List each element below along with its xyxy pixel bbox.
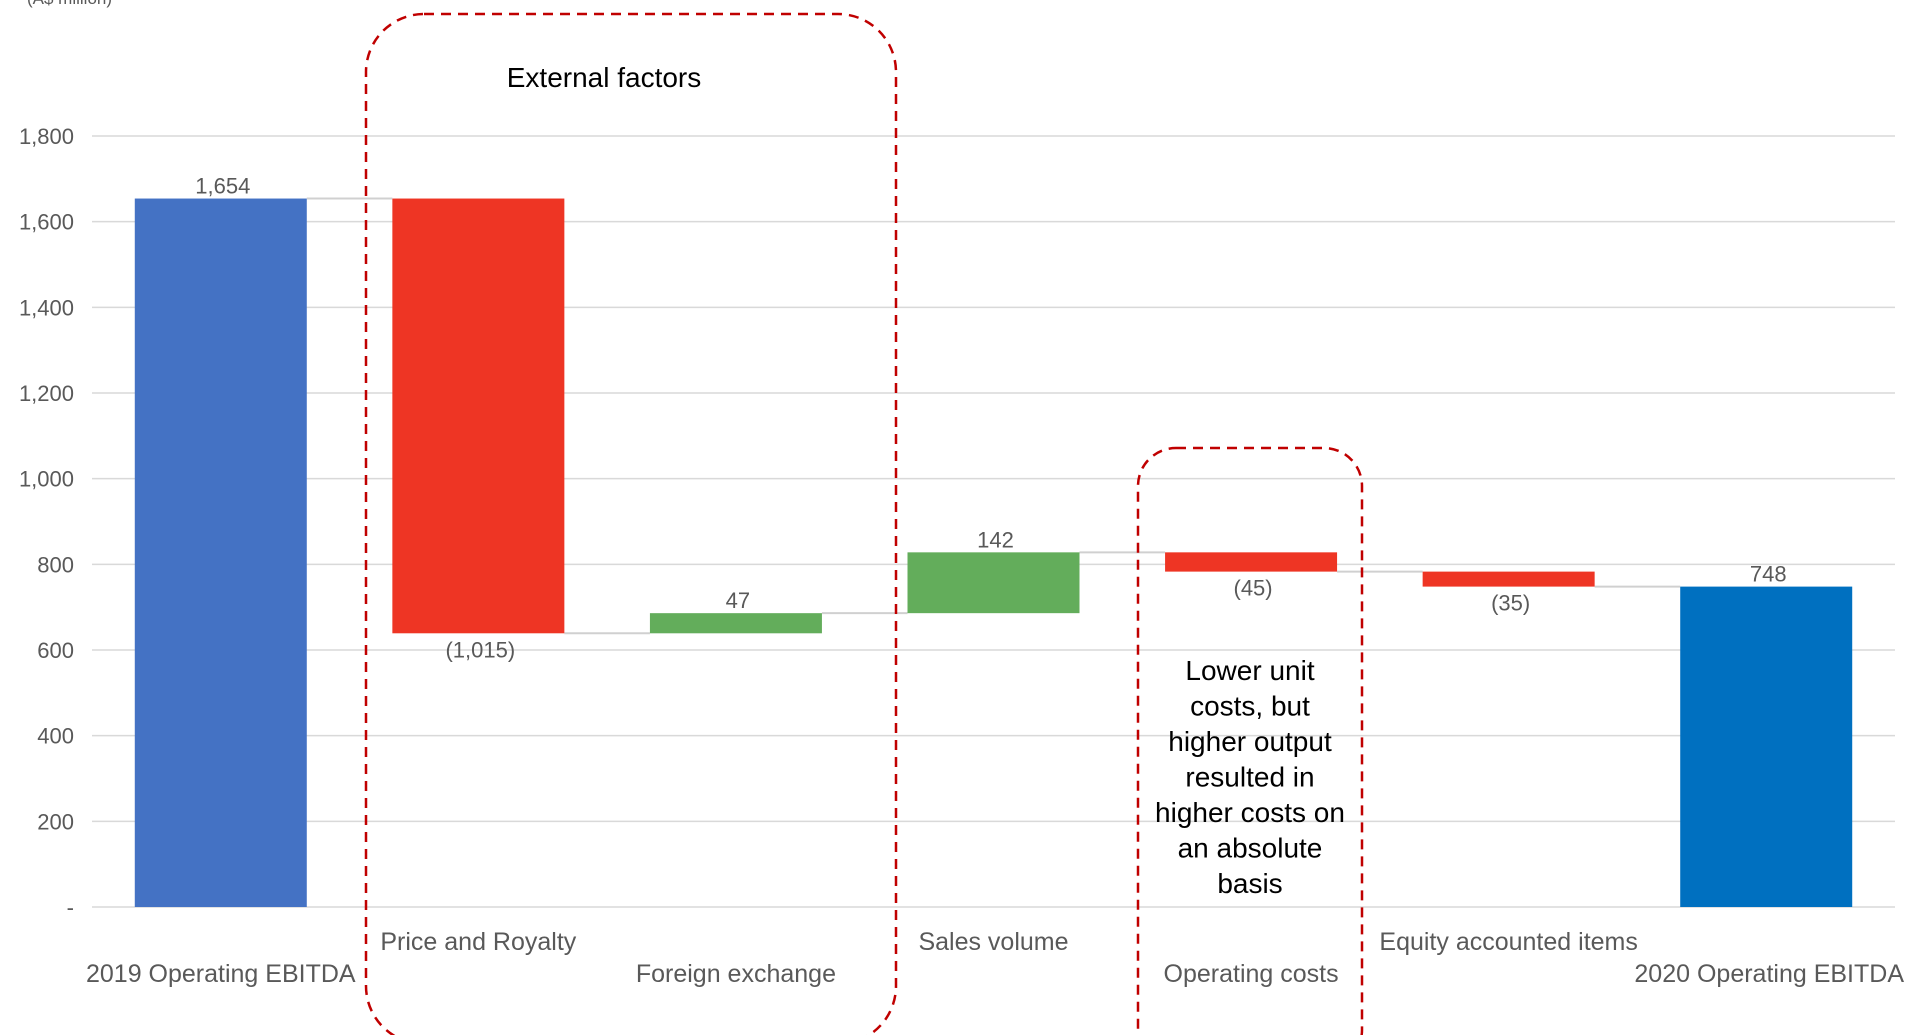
unit-label: (A$ million) — [27, 0, 112, 8]
gridlines — [92, 135, 1895, 908]
annotation-operating-costs-line: basis — [1217, 868, 1282, 899]
bars — [134, 198, 1853, 907]
data-label: 142 — [977, 527, 1014, 552]
data-label: 748 — [1750, 562, 1787, 587]
y-tick-label: 1,800 — [19, 124, 74, 149]
x-tick-label: Operating costs — [1164, 960, 1339, 988]
annotation-operating-costs-line: costs, but — [1190, 691, 1310, 722]
bar — [1165, 552, 1338, 572]
x-tick-label: Sales volume — [918, 928, 1068, 956]
x-tick-label: Equity accounted items — [1379, 928, 1637, 956]
x-tick-label: Price and Royalty — [380, 928, 576, 956]
annotation-external-factors: External factors — [507, 62, 702, 93]
annotation-operating-costs-line: an absolute — [1178, 833, 1323, 864]
x-tick-label: 2020 Operating EBITDA — [1634, 960, 1904, 988]
annotation-operating-costs-line: Lower unit — [1185, 655, 1314, 686]
y-tick-label: 1,000 — [19, 467, 74, 492]
y-tick-label: 400 — [37, 724, 74, 749]
data-label: (45) — [1234, 576, 1273, 601]
bar — [1422, 571, 1595, 587]
x-axis-labels: 2019 Operating EBITDA Price and Royalty Fo… — [86, 928, 1904, 988]
annotation-box-external — [364, 12, 898, 1035]
y-tick-label: 1,600 — [19, 210, 74, 235]
x-tick-label: 2019 Operating EBITDA — [86, 960, 356, 988]
data-label: (35) — [1491, 591, 1530, 616]
y-tick-label: 1,400 — [19, 295, 74, 320]
y-tick-label: 600 — [37, 638, 74, 663]
y-tick-label: 200 — [37, 809, 74, 834]
data-labels: 1,654 (1,015) 47 142 (45) (35) 748 — [195, 174, 1786, 663]
bar — [907, 552, 1080, 614]
annotation-box-operating-costs — [1136, 446, 1364, 1035]
annotation-operating-costs-line: resulted in — [1185, 762, 1314, 793]
connector-lines — [306, 197, 1681, 635]
bar — [392, 198, 565, 634]
bar — [134, 198, 307, 907]
bar — [1680, 586, 1853, 907]
y-tick-label: 800 — [37, 552, 74, 577]
x-tick-label: Foreign exchange — [636, 960, 836, 988]
y-axis: - 200 400 600 800 1,000 1,200 1,400 1,600 1,800 — [19, 124, 74, 920]
annotation-operating-costs-line: higher costs on — [1155, 797, 1345, 828]
data-label: (1,015) — [445, 637, 515, 662]
data-label: 1,654 — [195, 174, 250, 199]
y-tick-label: 1,200 — [19, 381, 74, 406]
annotations: External factors Lower unit costs, but high… — [364, 12, 1364, 1035]
annotation-operating-costs-line: higher output — [1168, 726, 1332, 757]
y-tick-label: - — [67, 895, 74, 920]
data-label: 47 — [726, 588, 750, 613]
bar — [649, 613, 822, 634]
